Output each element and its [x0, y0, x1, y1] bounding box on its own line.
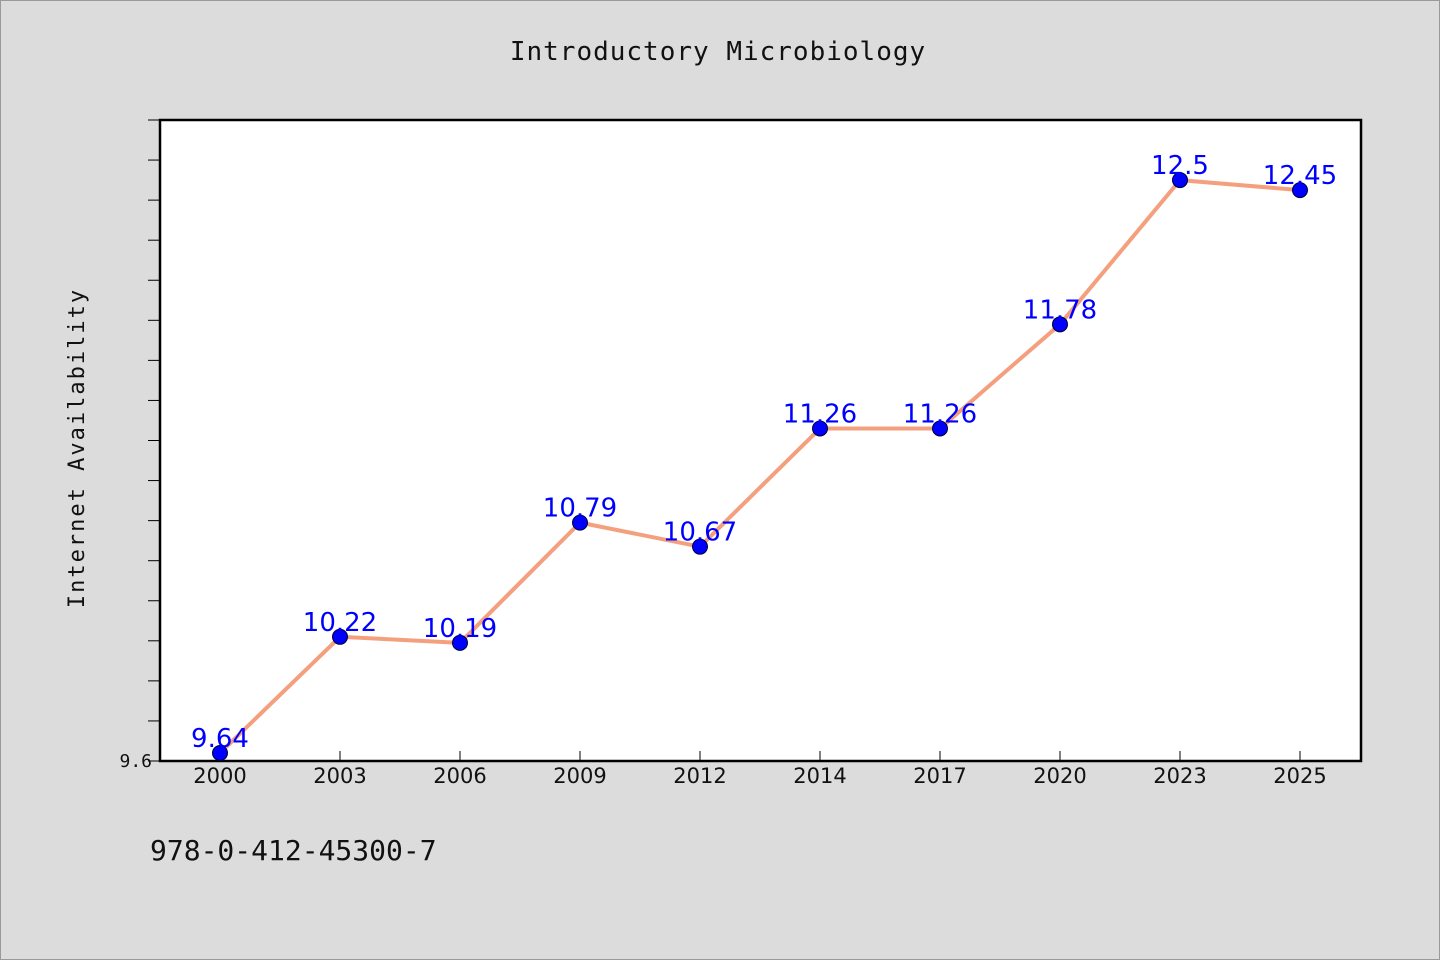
data-point-marker [572, 514, 588, 531]
footnote-isbn: 978-0-412-45300-7 [150, 834, 437, 867]
x-tick-label: 2012 [673, 764, 726, 788]
x-tick-label: 2009 [553, 764, 606, 788]
data-point-marker [1052, 316, 1068, 333]
data-label: 10.22 [303, 608, 377, 638]
data-label: 12.5 [1151, 151, 1209, 181]
data-label: 10.19 [423, 614, 497, 644]
y-axis-label: Internet Availability [65, 288, 90, 608]
plot-area [158, 118, 1363, 763]
data-point-marker [932, 420, 948, 437]
data-point-marker [692, 538, 708, 555]
x-tick-label: 2020 [1033, 764, 1086, 788]
y-axis: 9.6 [119, 119, 160, 772]
x-tick-label: 2006 [433, 764, 486, 788]
series-line [218, 178, 1301, 755]
data-label: 12.45 [1263, 161, 1337, 191]
data-label: 10.79 [543, 494, 617, 524]
x-tick-label: 2014 [793, 764, 846, 788]
x-tick-label: 2003 [313, 764, 366, 788]
data-point-marker [1292, 182, 1308, 199]
data-label: 9.64 [191, 724, 249, 754]
data-labels-group: 9.64 10.22 10.19 10.79 10.67 11.26 11.26 11.78 1… [191, 151, 1337, 754]
x-tick-label: 2017 [913, 764, 966, 788]
x-tick-label: 2000 [193, 764, 246, 788]
x-tick-label: 2023 [1153, 764, 1206, 788]
data-label: 11.26 [903, 399, 977, 429]
data-label: 11.26 [783, 399, 857, 429]
x-tick-label: 2025 [1273, 764, 1326, 788]
data-point-marker [1172, 172, 1188, 189]
x-axis: 2000 2003 2006 2009 2012 2014 2017 2020 2023 2025 [193, 751, 1327, 788]
y-tick-label: 9.6 [119, 751, 152, 772]
data-label: 11.78 [1023, 295, 1097, 325]
chart-title: Introductory Microbiology [510, 37, 926, 67]
data-point-marker [452, 634, 468, 651]
data-label: 10.67 [663, 518, 737, 548]
data-point-marker [212, 744, 228, 761]
series-line-group [218, 178, 1301, 755]
data-point-marker [812, 420, 828, 437]
markers-group [212, 172, 1308, 761]
data-point-marker [332, 628, 348, 645]
